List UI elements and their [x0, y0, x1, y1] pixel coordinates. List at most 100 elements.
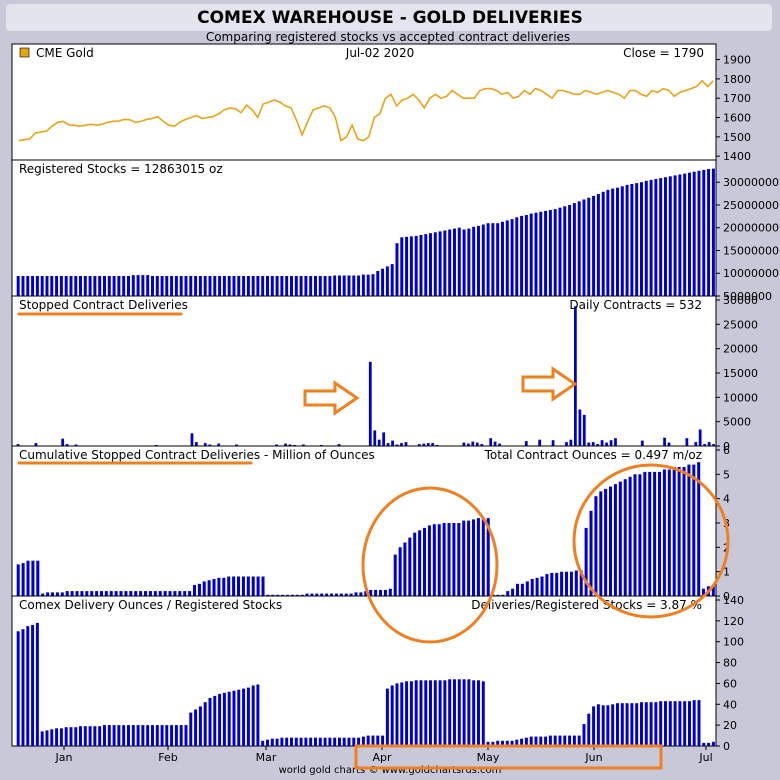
bar [376, 735, 380, 746]
bar [188, 591, 192, 596]
bar [422, 443, 426, 446]
bar [659, 178, 663, 296]
bar [545, 574, 549, 596]
bar [163, 591, 167, 596]
bar [662, 469, 666, 596]
bar [558, 207, 562, 296]
bar [678, 701, 682, 746]
bar [100, 591, 104, 596]
bar [134, 591, 138, 596]
bar [275, 738, 279, 746]
y-tick-label: 10000000 [723, 267, 779, 280]
x-tick-label: Jan [55, 751, 73, 764]
x-tick-label: Mar [256, 751, 277, 764]
arrow-june [521, 366, 578, 402]
bar [501, 594, 505, 596]
bar [160, 725, 164, 746]
bar [232, 576, 236, 596]
bar [510, 219, 514, 296]
bar [376, 271, 380, 296]
bar [578, 409, 582, 446]
bar [371, 735, 375, 746]
bar [692, 171, 696, 296]
bar [453, 228, 456, 296]
bar [462, 442, 466, 446]
bar [390, 264, 394, 296]
bar [131, 725, 135, 746]
bar [633, 474, 637, 596]
bar [553, 735, 557, 746]
bar [424, 680, 428, 746]
bar [112, 276, 116, 296]
bar [431, 443, 435, 446]
bar [271, 594, 275, 596]
bar [69, 276, 73, 296]
bar [381, 268, 385, 296]
bar [342, 737, 346, 746]
bar [386, 443, 390, 446]
bar [310, 593, 314, 596]
bar [155, 276, 159, 296]
y-tick-label: 10000 [723, 391, 758, 404]
bar [212, 579, 216, 596]
bar [672, 467, 676, 596]
bar [582, 724, 586, 746]
bar [535, 577, 539, 597]
y-tick-label: 0 [723, 590, 730, 603]
bar [472, 680, 476, 746]
bar [467, 228, 471, 296]
bar [148, 591, 152, 596]
bar [222, 276, 226, 296]
bar [505, 220, 509, 296]
bar [400, 443, 403, 446]
y-tick-label: 5 [723, 468, 730, 481]
bar [390, 685, 394, 746]
bar [183, 591, 187, 596]
bar [31, 560, 35, 596]
y-tick-label: 1700 [723, 92, 751, 105]
bar [294, 737, 298, 746]
bar [197, 583, 201, 596]
y-tick-label: 0 [723, 740, 730, 753]
bar [320, 593, 324, 596]
bar [127, 276, 130, 296]
y-tick-label: 15000 [723, 367, 758, 380]
bar [385, 688, 389, 746]
bar [493, 441, 497, 446]
bar [79, 276, 82, 296]
bar [151, 276, 154, 296]
bar [16, 564, 20, 596]
bar [393, 554, 397, 596]
bar [520, 738, 524, 746]
date-label: Jul-02 2020 [345, 46, 414, 60]
bar [673, 701, 677, 746]
bar [198, 276, 202, 296]
bar [496, 223, 500, 296]
bar [337, 444, 341, 446]
bar [208, 444, 212, 446]
bar [179, 725, 183, 746]
bar [413, 532, 417, 596]
bar [117, 725, 121, 746]
bar [344, 593, 348, 596]
bar [146, 725, 150, 746]
bar [190, 433, 194, 446]
panel-label: Stopped Contract Deliveries [19, 298, 188, 312]
bar [165, 725, 169, 746]
bar [377, 439, 381, 446]
legend-swatch [19, 47, 30, 58]
bar [299, 737, 303, 746]
bar [453, 679, 456, 746]
bar [153, 591, 157, 596]
bar [50, 276, 54, 296]
bar [347, 275, 351, 296]
bar [587, 442, 591, 446]
bar [448, 229, 452, 296]
bar [405, 236, 409, 296]
bar [261, 276, 265, 296]
bar [471, 441, 475, 446]
bar [217, 443, 221, 446]
bar [237, 576, 241, 596]
bar [266, 276, 269, 296]
bar [539, 736, 543, 746]
